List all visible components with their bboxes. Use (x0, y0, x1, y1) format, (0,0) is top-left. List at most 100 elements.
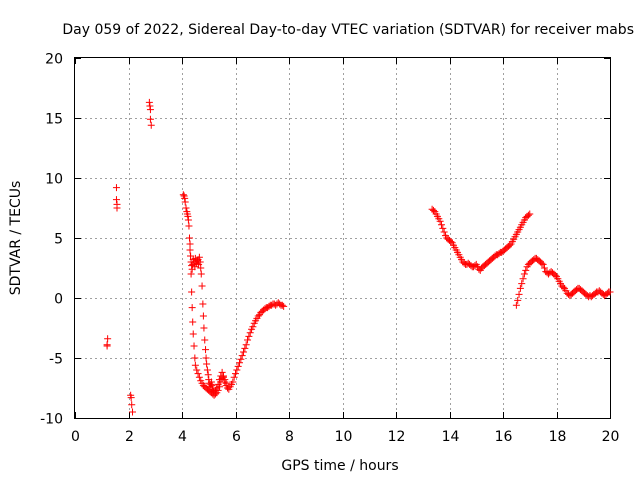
data-point (181, 194, 189, 202)
data-point (112, 196, 120, 204)
data-point (191, 263, 199, 271)
x-tick-label: 16 (495, 429, 513, 445)
data-point (538, 259, 546, 267)
y-tick-label: 15 (45, 112, 63, 128)
data-point (112, 184, 120, 192)
x-tick-label: 8 (285, 429, 294, 445)
y-tick-label: 0 (54, 292, 63, 308)
data-point (246, 329, 254, 337)
data-point (186, 240, 194, 248)
data-point (202, 354, 210, 362)
data-point (280, 302, 288, 310)
data-point (188, 262, 196, 270)
data-point (237, 355, 245, 363)
data-point (193, 366, 201, 374)
x-tick-label: 18 (549, 429, 567, 445)
data-point (524, 211, 532, 219)
data-point (539, 260, 547, 268)
data-series-sdtvar (103, 98, 614, 416)
data-point (190, 342, 198, 350)
grid-lines (75, 58, 610, 418)
data-point (254, 312, 262, 320)
y-axis-label: SDTVAR / TECUs (8, 181, 24, 296)
data-point (221, 376, 229, 384)
data-point (202, 346, 210, 354)
x-tick-label: 6 (232, 429, 241, 445)
data-point (188, 304, 196, 312)
y-tick-label: 5 (54, 232, 63, 248)
data-point (189, 318, 197, 326)
data-point (200, 324, 208, 332)
data-point (278, 301, 286, 309)
data-point (203, 360, 211, 368)
data-point (520, 270, 528, 278)
data-point (179, 191, 187, 199)
data-point (113, 204, 121, 212)
data-point (195, 373, 203, 381)
data-point (519, 275, 527, 283)
x-tick-label: 10 (335, 429, 353, 445)
data-point (189, 330, 197, 338)
data-point (526, 210, 534, 218)
data-point (211, 390, 219, 398)
data-point (249, 323, 257, 331)
data-point (515, 290, 523, 298)
data-point (518, 280, 526, 288)
data-point (436, 217, 444, 225)
y-tick-label: -5 (49, 352, 63, 368)
data-point (204, 371, 212, 379)
data-point (203, 366, 211, 374)
data-point (196, 258, 204, 266)
data-point (240, 348, 248, 356)
data-point (440, 228, 448, 236)
data-point (104, 335, 112, 343)
x-tick-label: 0 (71, 429, 80, 445)
data-point (217, 378, 225, 386)
data-point (103, 342, 111, 350)
data-point (522, 266, 530, 274)
data-point (233, 366, 241, 374)
data-point (146, 106, 154, 114)
data-point (146, 115, 154, 123)
data-point (506, 241, 514, 249)
data-point (191, 361, 199, 369)
data-point (429, 206, 437, 214)
data-point (514, 296, 522, 304)
data-point (234, 362, 242, 370)
data-point (516, 284, 524, 292)
data-point (186, 246, 194, 254)
data-point (439, 224, 447, 232)
data-point (128, 401, 136, 409)
x-tick-label: 2 (125, 429, 134, 445)
data-point (184, 212, 192, 220)
data-point (559, 283, 567, 291)
data-point (195, 253, 203, 261)
x-tick-label: 14 (442, 429, 460, 445)
data-point (145, 98, 153, 106)
data-point (199, 300, 207, 308)
data-point (512, 301, 520, 309)
data-point (241, 344, 249, 352)
data-point (447, 238, 455, 246)
y-tick-label: 20 (45, 52, 63, 68)
data-point (238, 352, 246, 360)
data-point (185, 222, 193, 230)
data-point (127, 394, 135, 402)
data-point (232, 370, 239, 378)
data-point (184, 216, 192, 224)
data-point (194, 370, 202, 378)
data-point (181, 198, 189, 206)
x-tick-label: 4 (178, 429, 187, 445)
data-point (551, 271, 559, 279)
data-point (245, 332, 253, 340)
data-point (229, 378, 237, 386)
data-point (129, 408, 137, 416)
y-tick-label: 10 (45, 172, 63, 188)
y-tick-labels: -10 -5 0 5 10 15 20 (40, 52, 63, 428)
data-point (244, 336, 252, 344)
data-point (218, 368, 226, 376)
data-point (214, 386, 222, 394)
data-point (199, 312, 207, 320)
data-point (208, 382, 216, 390)
